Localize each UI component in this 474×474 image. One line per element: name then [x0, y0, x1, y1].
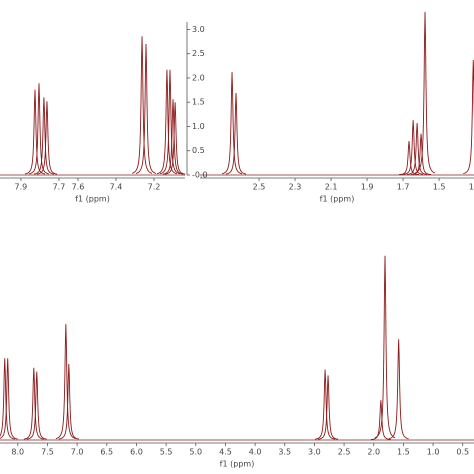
x-tick-label: 1.7 [397, 183, 410, 192]
peak [0, 358, 15, 440]
peak [317, 375, 339, 440]
y-tick-label: 3.0 [192, 25, 205, 34]
peak [36, 101, 58, 175]
peak [28, 83, 50, 175]
peak [411, 133, 432, 175]
peak [58, 363, 79, 440]
peak [414, 11, 436, 174]
x-tick-label: 1.0 [427, 448, 440, 457]
peak [33, 97, 55, 175]
peak [403, 120, 424, 175]
y-tick-label: 1.5 [192, 98, 205, 107]
x-tick-label: 7.7 [53, 183, 66, 192]
x-tick-label: 3.0 [308, 448, 321, 457]
x-tick-label: 7.2 [148, 183, 161, 192]
peak [159, 69, 181, 175]
peak [370, 400, 391, 440]
peak [0, 358, 18, 440]
x-tick-label: 5.0 [189, 448, 202, 457]
x-tick-label: 7.5 [41, 448, 54, 457]
x-tick-label: 2.5 [253, 183, 266, 192]
peak [156, 69, 178, 175]
x-tick-label: 3.5 [278, 448, 291, 457]
peak [463, 59, 474, 175]
x-tick-label: 7.9 [15, 183, 28, 192]
peak [315, 369, 336, 440]
x-tick-label: 1.9 [361, 183, 374, 192]
x-tick-label: 2.5 [338, 448, 351, 457]
x-tick-label: 1.5 [433, 183, 446, 192]
x-tick-label: 7.6 [72, 183, 85, 192]
x-tick-label: 6.5 [100, 448, 113, 457]
peak [225, 92, 247, 175]
peak [23, 367, 44, 440]
x-tick-label: 7.4 [110, 183, 123, 192]
x-axis-label: f1 (ppm) [220, 460, 255, 469]
peak [165, 102, 186, 175]
peak [221, 72, 243, 175]
y-tick-label: -0.0 [192, 171, 208, 180]
x-tick-label: 2.0 [367, 448, 380, 457]
x-tick-label: 7.0 [71, 448, 84, 457]
peak [26, 371, 47, 440]
x-tick-label: 4.0 [249, 448, 262, 457]
peak [55, 324, 76, 440]
y-tick-label: 0.5 [192, 146, 205, 155]
y-tick-label: 2.5 [192, 49, 205, 58]
peak [162, 99, 184, 175]
x-tick-label: 1.3 [469, 183, 474, 192]
x-tick-label: 6.0 [130, 448, 143, 457]
peak [131, 36, 153, 174]
x-tick-label: 4.5 [219, 448, 232, 457]
peak [398, 140, 420, 176]
peak [407, 123, 428, 175]
x-tick-label: 2.3 [289, 183, 302, 192]
peak [374, 255, 396, 439]
x-tick-label: 2.1 [325, 183, 338, 192]
x-tick-label: 8.0 [11, 448, 24, 457]
x-tick-label: 1.5 [397, 448, 410, 457]
y-tick-label: 1.0 [192, 122, 205, 131]
x-axis-label: f1 (ppm) [320, 195, 355, 204]
peak [24, 89, 46, 175]
x-tick-label: 0.5 [456, 448, 469, 457]
x-tick-label: 5.5 [160, 448, 173, 457]
x-axis-label: f1 (ppm) [75, 195, 110, 204]
y-tick-label: 2.0 [192, 73, 205, 82]
peak [135, 43, 157, 174]
peak [388, 339, 409, 440]
